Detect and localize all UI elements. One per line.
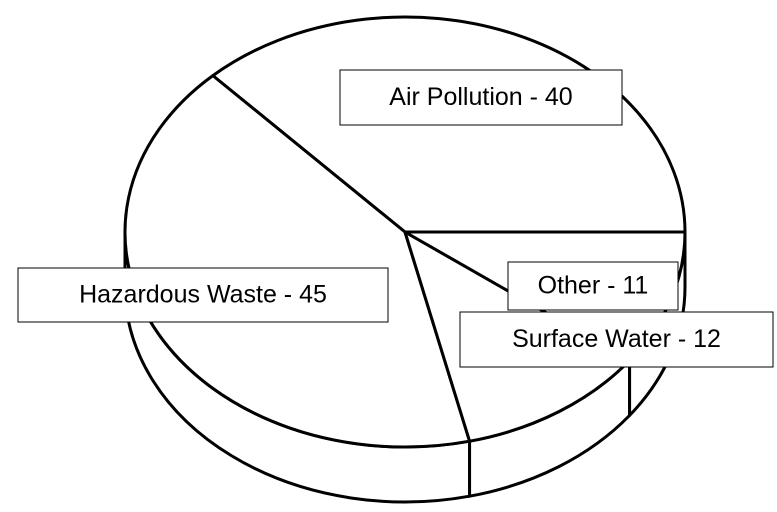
label-box xyxy=(339,69,623,126)
label-box xyxy=(507,261,679,311)
data-label: Hazardous Waste - 45 xyxy=(79,281,327,309)
label-box xyxy=(459,311,774,368)
pie-slice xyxy=(123,74,472,449)
data-label: Other - 11 xyxy=(538,272,649,300)
data-label: Air Pollution - 40 xyxy=(389,83,572,111)
data-label: Surface Water - 12 xyxy=(512,325,721,353)
label-box xyxy=(17,267,389,323)
